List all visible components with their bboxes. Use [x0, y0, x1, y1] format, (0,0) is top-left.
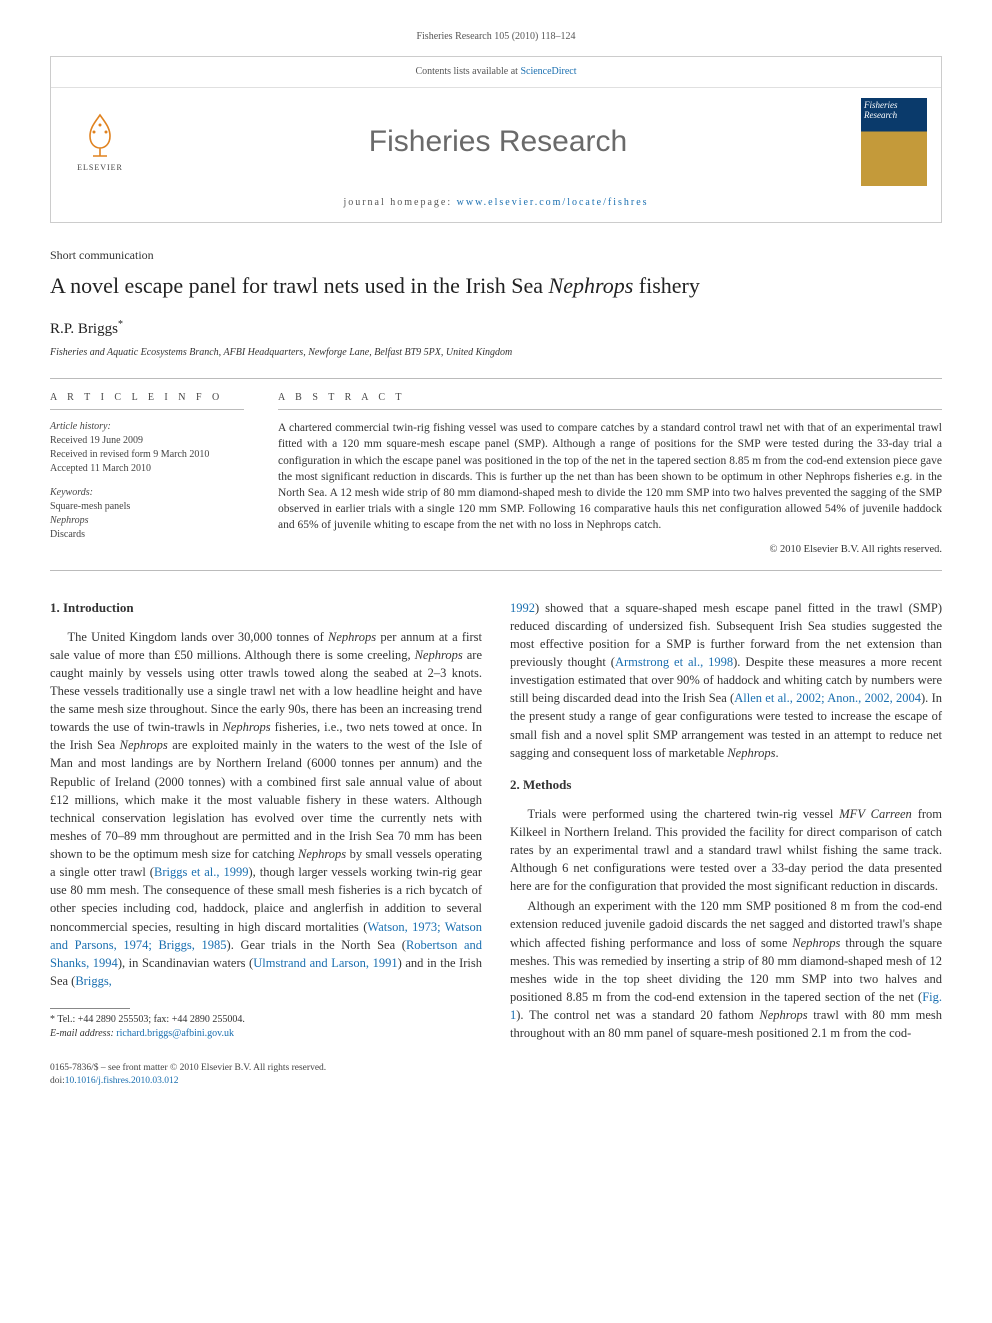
- ref-link-briggs1999[interactable]: Briggs et al., 1999: [154, 865, 249, 879]
- article-section-label: Short communication: [50, 247, 942, 264]
- keyword-3: Discards: [50, 528, 244, 542]
- keyword-1: Square-mesh panels: [50, 500, 244, 514]
- footnote-rule: [50, 1008, 130, 1009]
- doi-link[interactable]: 10.1016/j.fishres.2010.03.012: [65, 1076, 179, 1086]
- section-1-heading: 1. Introduction: [50, 599, 482, 618]
- article-info-column: A R T I C L E I N F O Article history: R…: [50, 379, 260, 569]
- abstract-copyright: © 2010 Elsevier B.V. All rights reserved…: [278, 543, 942, 558]
- history-revised: Received in revised form 9 March 2010: [50, 448, 244, 462]
- sciencedirect-link[interactable]: ScienceDirect: [520, 66, 576, 77]
- t: ). The control net was a standard 20 fat…: [516, 1008, 759, 1022]
- keywords-label: Keywords:: [50, 486, 244, 500]
- history-accepted: Accepted 11 March 2010: [50, 462, 244, 476]
- t: Nephrops: [223, 720, 271, 734]
- intro-para-cont: 1992) showed that a square-shaped mesh e…: [510, 599, 942, 762]
- t: ). Gear trials in the North Sea (: [227, 938, 406, 952]
- cover-title: Fisheries Research: [864, 101, 924, 121]
- t: Nephrops: [727, 746, 775, 760]
- t: .: [775, 746, 778, 760]
- history-label: Article history:: [50, 420, 244, 434]
- doi-label: doi:: [50, 1076, 65, 1086]
- footnotes: * Tel.: +44 2890 255503; fax: +44 2890 2…: [50, 1013, 482, 1040]
- footer-line1: 0165-7836/$ – see front matter © 2010 El…: [50, 1062, 942, 1075]
- section-2-heading: 2. Methods: [510, 776, 942, 795]
- journal-title: Fisheries Research: [135, 121, 861, 163]
- ref-link-armstrong[interactable]: Armstrong et al., 1998: [615, 655, 733, 669]
- t: MFV Carreen: [839, 807, 912, 821]
- info-abstract-block: A R T I C L E I N F O Article history: R…: [50, 378, 942, 570]
- t: Nephrops: [120, 738, 168, 752]
- t: are exploited mainly in the waters to th…: [50, 738, 482, 861]
- ref-link-briggs1992a[interactable]: Briggs,: [75, 974, 111, 988]
- elsevier-logo-text: ELSEVIER: [77, 162, 123, 173]
- footer-doi: doi:10.1016/j.fishres.2010.03.012: [50, 1075, 942, 1088]
- journal-cover-thumb: Fisheries Research: [861, 98, 927, 186]
- t: Nephrops: [328, 630, 376, 644]
- author-corr-symbol: *: [118, 319, 123, 330]
- keyword-2: Nephrops: [50, 514, 244, 528]
- title-post: fishery: [633, 273, 700, 298]
- homepage-prefix: journal homepage:: [343, 197, 456, 208]
- contents-prefix: Contents lists available at: [415, 66, 520, 77]
- t: Trials were performed using the chartere…: [528, 807, 840, 821]
- abstract-column: A B S T R A C T A chartered commercial t…: [260, 379, 942, 569]
- elsevier-logo: ELSEVIER: [65, 102, 135, 182]
- email-footnote: E-mail address: richard.briggs@afbini.go…: [50, 1027, 482, 1041]
- body-columns: 1. Introduction The United Kingdom lands…: [50, 599, 942, 1045]
- t: Nephrops: [298, 847, 346, 861]
- t: Nephrops: [415, 648, 463, 662]
- history-received: Received 19 June 2009: [50, 434, 244, 448]
- title-pre: A novel escape panel for trawl nets used…: [50, 273, 549, 298]
- methods-para-1: Trials were performed using the chartere…: [510, 805, 942, 896]
- contents-line: Contents lists available at ScienceDirec…: [65, 65, 927, 79]
- affiliation: Fisheries and Aquatic Ecosystems Branch,…: [50, 346, 942, 360]
- t: Nephrops: [759, 1008, 807, 1022]
- ref-link-allen[interactable]: Allen et al., 2002; Anon., 2002, 2004: [734, 691, 921, 705]
- journal-homepage-line: journal homepage: www.elsevier.com/locat…: [51, 190, 941, 222]
- ref-link-ulmstrand[interactable]: Ulmstrand and Larson, 1991: [253, 956, 397, 970]
- corr-footnote: * Tel.: +44 2890 255503; fax: +44 2890 2…: [50, 1013, 482, 1027]
- email-label: E-mail address:: [50, 1028, 116, 1039]
- abstract-heading: A B S T R A C T: [278, 391, 942, 410]
- homepage-link[interactable]: www.elsevier.com/locate/fishres: [457, 197, 649, 208]
- methods-para-2: Although an experiment with the 120 mm S…: [510, 897, 942, 1042]
- t: Nephrops: [792, 936, 840, 950]
- authors: R.P. Briggs*: [50, 318, 942, 340]
- elsevier-tree-icon: [75, 110, 125, 160]
- abstract-text: A chartered commercial twin-rig fishing …: [278, 420, 942, 533]
- article-title: A novel escape panel for trawl nets used…: [50, 272, 942, 301]
- corr-text: Tel.: +44 2890 255503; fax: +44 2890 255…: [57, 1014, 245, 1025]
- ref-link-briggs1992b[interactable]: 1992: [510, 601, 535, 615]
- t: ), in Scandinavian waters (: [118, 956, 253, 970]
- author-name: R.P. Briggs: [50, 321, 118, 337]
- running-head: Fisheries Research 105 (2010) 118–124: [50, 30, 942, 44]
- page-footer: 0165-7836/$ – see front matter © 2010 El…: [50, 1062, 942, 1088]
- title-italic: Nephrops: [549, 273, 634, 298]
- masthead: Contents lists available at ScienceDirec…: [50, 56, 942, 223]
- email-link[interactable]: richard.briggs@afbini.gov.uk: [116, 1028, 234, 1039]
- article-info-heading: A R T I C L E I N F O: [50, 391, 244, 410]
- t: The United Kingdom lands over 30,000 ton…: [68, 630, 329, 644]
- intro-para: The United Kingdom lands over 30,000 ton…: [50, 628, 482, 991]
